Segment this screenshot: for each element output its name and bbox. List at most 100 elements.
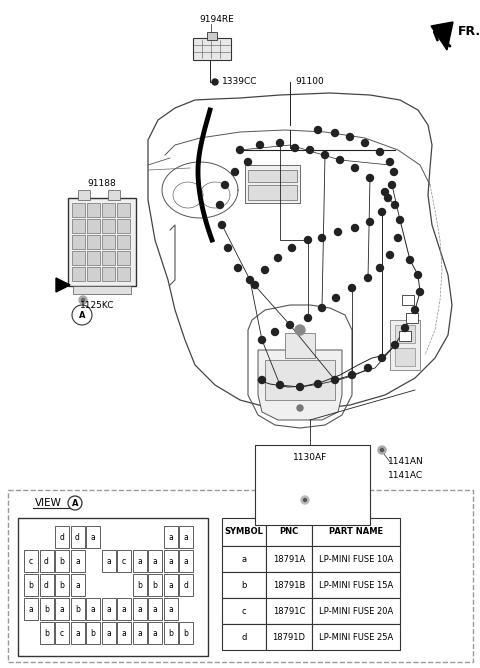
Bar	[402, 295, 414, 305]
Bar	[71, 550, 84, 572]
Text: a: a	[106, 556, 111, 566]
Text: d: d	[241, 633, 247, 641]
Bar	[265, 360, 335, 400]
Bar	[148, 574, 162, 596]
Circle shape	[307, 146, 313, 154]
Bar	[71, 526, 84, 548]
Bar	[117, 598, 131, 620]
Bar	[71, 574, 84, 596]
Circle shape	[252, 281, 259, 289]
Text: b: b	[29, 580, 34, 589]
Bar	[245, 165, 300, 203]
Circle shape	[386, 251, 394, 259]
Text: c: c	[122, 556, 126, 566]
Text: 91100: 91100	[295, 77, 324, 86]
Bar	[8, 490, 473, 662]
Text: a: a	[137, 605, 142, 613]
Bar	[55, 622, 69, 644]
Circle shape	[259, 377, 265, 383]
Text: c: c	[60, 629, 64, 637]
Bar	[312, 598, 400, 624]
Bar	[87, 203, 100, 217]
Bar	[222, 624, 266, 650]
Bar	[132, 622, 146, 644]
Circle shape	[237, 146, 243, 154]
Circle shape	[231, 168, 239, 176]
Text: PNC: PNC	[279, 528, 299, 536]
Bar	[108, 190, 120, 200]
Text: a: a	[29, 605, 34, 613]
Text: b: b	[44, 605, 49, 613]
Bar	[102, 267, 115, 281]
Text: a: a	[91, 605, 96, 613]
Text: d: d	[183, 580, 189, 589]
Circle shape	[364, 275, 372, 281]
Circle shape	[314, 381, 322, 387]
Text: a: a	[168, 532, 173, 542]
Text: a: a	[153, 605, 157, 613]
Bar	[18, 518, 208, 656]
Bar	[102, 235, 115, 249]
Circle shape	[395, 234, 401, 242]
Circle shape	[364, 365, 372, 371]
Bar	[164, 550, 178, 572]
Text: 1125KC: 1125KC	[80, 301, 114, 311]
Text: a: a	[241, 554, 247, 564]
Circle shape	[415, 271, 421, 279]
Circle shape	[361, 140, 369, 146]
Text: b: b	[60, 580, 64, 589]
Bar	[399, 331, 411, 341]
Bar	[255, 445, 370, 525]
Text: LP-MINI FUSE 10A: LP-MINI FUSE 10A	[319, 554, 393, 564]
Text: PART NAME: PART NAME	[329, 528, 383, 536]
Circle shape	[332, 377, 338, 383]
Text: FR.: FR.	[458, 25, 480, 38]
Bar	[72, 235, 85, 249]
Text: A: A	[79, 311, 85, 319]
Text: a: a	[153, 629, 157, 637]
Bar	[24, 598, 38, 620]
Bar	[132, 598, 146, 620]
Bar	[39, 622, 53, 644]
Bar	[312, 572, 400, 598]
Text: b: b	[91, 629, 96, 637]
Circle shape	[384, 194, 392, 202]
Circle shape	[295, 325, 305, 335]
Text: d: d	[44, 556, 49, 566]
Bar	[71, 622, 84, 644]
Bar	[312, 624, 400, 650]
Text: c: c	[242, 607, 246, 615]
Text: VIEW: VIEW	[35, 498, 62, 508]
Bar	[68, 198, 136, 286]
Text: LP-MINI FUSE 25A: LP-MINI FUSE 25A	[319, 633, 393, 641]
Bar	[312, 518, 400, 546]
Circle shape	[379, 355, 385, 361]
Circle shape	[275, 255, 281, 261]
Circle shape	[386, 158, 394, 166]
Circle shape	[396, 216, 404, 224]
Circle shape	[276, 381, 284, 389]
Bar	[86, 622, 100, 644]
Bar	[24, 574, 38, 596]
Circle shape	[319, 305, 325, 311]
Bar	[248, 185, 297, 200]
Circle shape	[288, 244, 296, 251]
Text: b: b	[168, 629, 173, 637]
Bar	[395, 325, 415, 343]
Text: a: a	[168, 580, 173, 589]
Text: a: a	[153, 556, 157, 566]
Bar	[285, 333, 315, 358]
Bar	[266, 598, 312, 624]
Circle shape	[272, 329, 278, 335]
Circle shape	[72, 305, 92, 325]
Bar	[193, 38, 231, 60]
Bar	[86, 526, 100, 548]
Bar	[102, 251, 115, 265]
Text: 91188: 91188	[88, 178, 116, 188]
Text: b: b	[153, 580, 157, 589]
Circle shape	[401, 325, 408, 331]
Circle shape	[335, 228, 341, 236]
Bar	[102, 219, 115, 233]
Circle shape	[367, 174, 373, 182]
Circle shape	[304, 315, 312, 321]
